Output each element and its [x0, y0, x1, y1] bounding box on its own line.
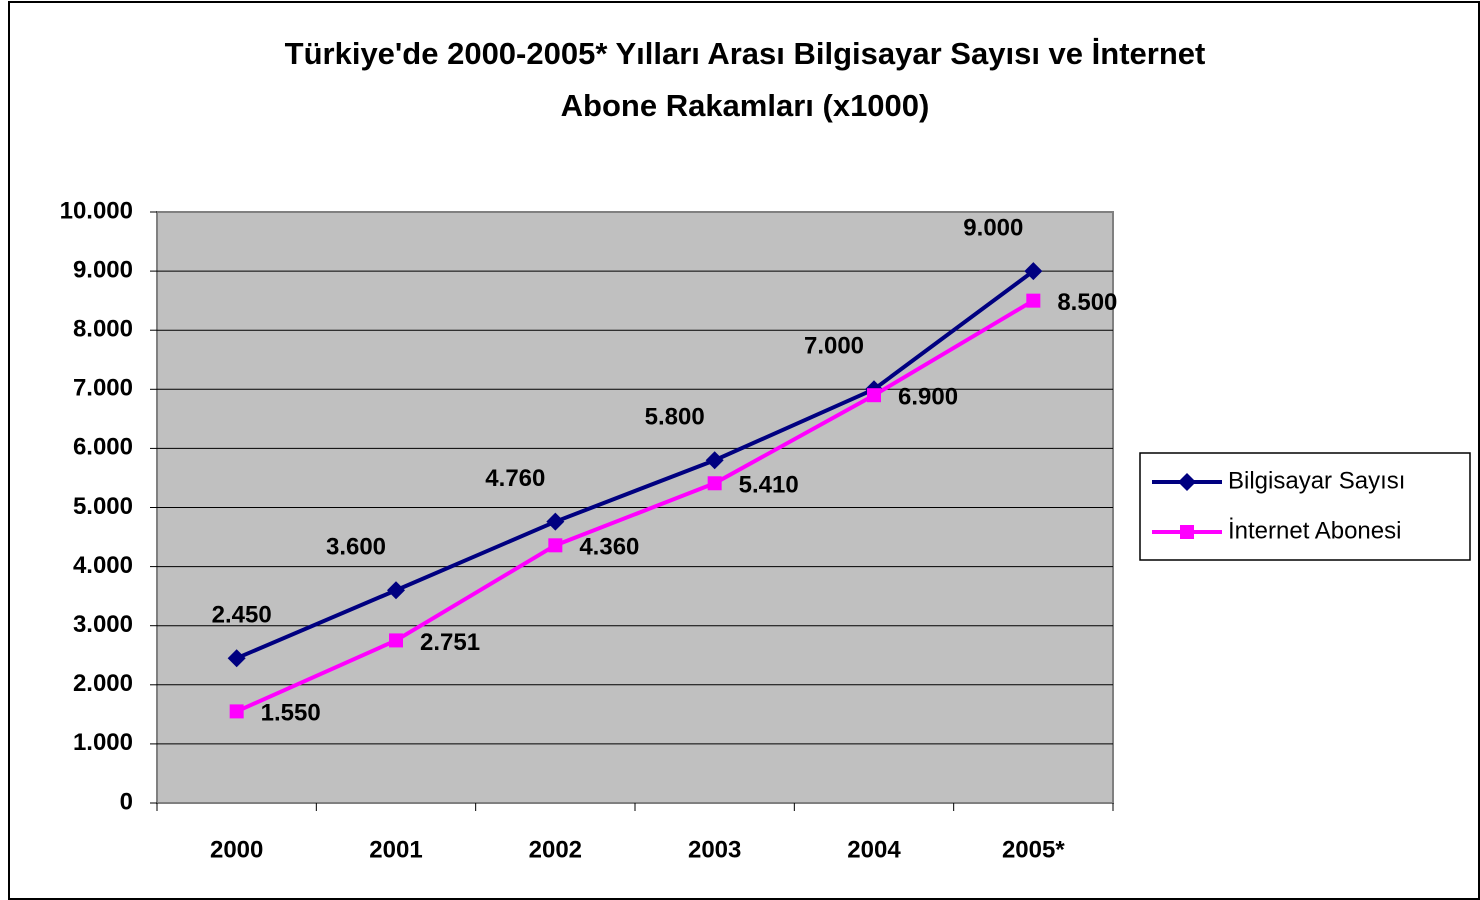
y-tick-label: 8.000 [73, 316, 133, 343]
data-label: 4.360 [579, 534, 639, 561]
chart-title: Türkiye'de 2000-2005* Yılları Arası Bilg… [285, 36, 1206, 71]
data-point [227, 649, 246, 668]
data-label: 6.900 [898, 384, 958, 411]
chart-title: Abone Rakamları (x1000) [561, 88, 930, 123]
legend-box [1139, 452, 1471, 561]
data-label: 2.751 [420, 629, 480, 656]
series-line [235, 298, 1035, 714]
legend-label: Bilgisayar Sayısı [1228, 467, 1405, 494]
data-point [389, 633, 403, 648]
data-label: 5.410 [739, 472, 799, 499]
y-tick-label: 0 [120, 788, 133, 815]
y-tick-label: 9.000 [73, 256, 133, 283]
y-tick-label: 5.000 [73, 493, 133, 520]
data-point [229, 704, 244, 719]
data-label: 3.600 [326, 534, 386, 561]
x-tick-label: 2001 [369, 836, 422, 863]
data-point [546, 512, 565, 531]
data-point [1026, 293, 1041, 308]
x-tick-label: 2000 [210, 836, 263, 863]
x-tick-label: 2002 [529, 836, 582, 863]
x-tick-label: 2003 [688, 836, 741, 863]
y-tick-label: 7.000 [73, 375, 133, 402]
series-line [235, 269, 1035, 661]
y-tick-label: 10.000 [60, 197, 133, 224]
data-point [707, 476, 722, 491]
y-tick-label: 1.000 [73, 729, 133, 756]
data-point [548, 538, 563, 553]
data-label: 7.000 [804, 333, 864, 360]
data-point [867, 388, 881, 403]
x-tick-label: 2005* [1002, 836, 1065, 863]
legend-marker [1180, 525, 1194, 539]
data-point [705, 451, 724, 470]
y-tick-label: 3.000 [73, 611, 133, 638]
data-label: 9.000 [963, 214, 1023, 241]
data-label: 2.450 [212, 602, 272, 629]
y-tick-label: 4.000 [73, 552, 133, 579]
data-point [387, 581, 405, 600]
data-label: 1.550 [261, 700, 321, 727]
legend-label: İnternet Abonesi [1228, 517, 1401, 544]
data-point [1024, 262, 1043, 281]
y-tick-label: 2.000 [73, 670, 133, 697]
x-tick-label: 2004 [847, 836, 901, 863]
legend-marker [1178, 473, 1196, 491]
y-tick-label: 6.000 [73, 434, 133, 461]
data-label: 4.760 [485, 465, 545, 492]
data-label: 8.500 [1057, 289, 1117, 316]
data-label: 5.800 [645, 404, 705, 431]
